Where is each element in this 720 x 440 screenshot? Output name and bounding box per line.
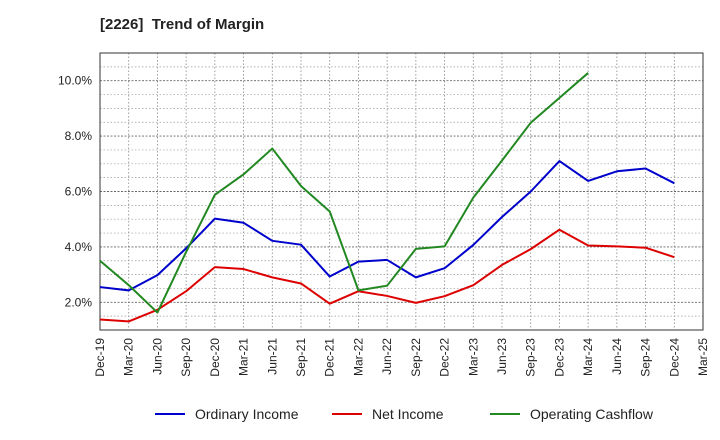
x-tick-label: Jun-24 <box>610 338 624 375</box>
x-tick-label: Sep-22 <box>409 338 423 377</box>
x-tick-label: Mar-22 <box>351 338 365 376</box>
x-tick-label: Dec-20 <box>208 338 222 377</box>
x-tick-label: Dec-19 <box>93 338 107 377</box>
x-tick-label: Jun-20 <box>150 338 164 375</box>
x-tick-label: Dec-21 <box>323 338 337 377</box>
y-tick-label: 2.0% <box>65 295 93 309</box>
x-tick-label: Sep-24 <box>639 338 653 377</box>
y-tick-label: 8.0% <box>65 129 93 143</box>
legend-label: Net Income <box>372 406 444 422</box>
series-line-operating-cashflow <box>99 72 589 314</box>
chart-title: [2226] Trend of Margin <box>100 16 265 33</box>
legend-label: Ordinary Income <box>195 406 299 422</box>
x-tick-label: Mar-24 <box>581 338 595 376</box>
plot-frame <box>99 52 704 331</box>
x-tick-label: Jun-21 <box>265 338 279 375</box>
x-tick-label: Dec-22 <box>438 338 452 377</box>
x-tick-label: Sep-20 <box>179 338 193 377</box>
y-tick-label: 4.0% <box>65 240 93 254</box>
x-tick-label: Mar-21 <box>237 338 251 376</box>
x-tick-label: Jun-22 <box>380 338 394 375</box>
x-tick-label: Mar-23 <box>466 338 480 376</box>
x-tick-label: Mar-25 <box>696 338 710 376</box>
x-tick-label: Dec-24 <box>667 338 681 377</box>
legend-label: Operating Cashflow <box>530 406 654 422</box>
x-tick-label: Sep-23 <box>524 338 538 377</box>
y-tick-label: 10.0% <box>58 74 92 88</box>
x-tick-label: Mar-20 <box>122 338 136 376</box>
series-line-net-income <box>99 228 675 323</box>
series-line-ordinary-income <box>99 160 675 292</box>
x-tick-label: Sep-21 <box>294 338 308 377</box>
x-tick-label: Jun-23 <box>495 338 509 375</box>
x-tick-label: Dec-23 <box>552 338 566 377</box>
y-tick-label: 6.0% <box>65 185 93 199</box>
